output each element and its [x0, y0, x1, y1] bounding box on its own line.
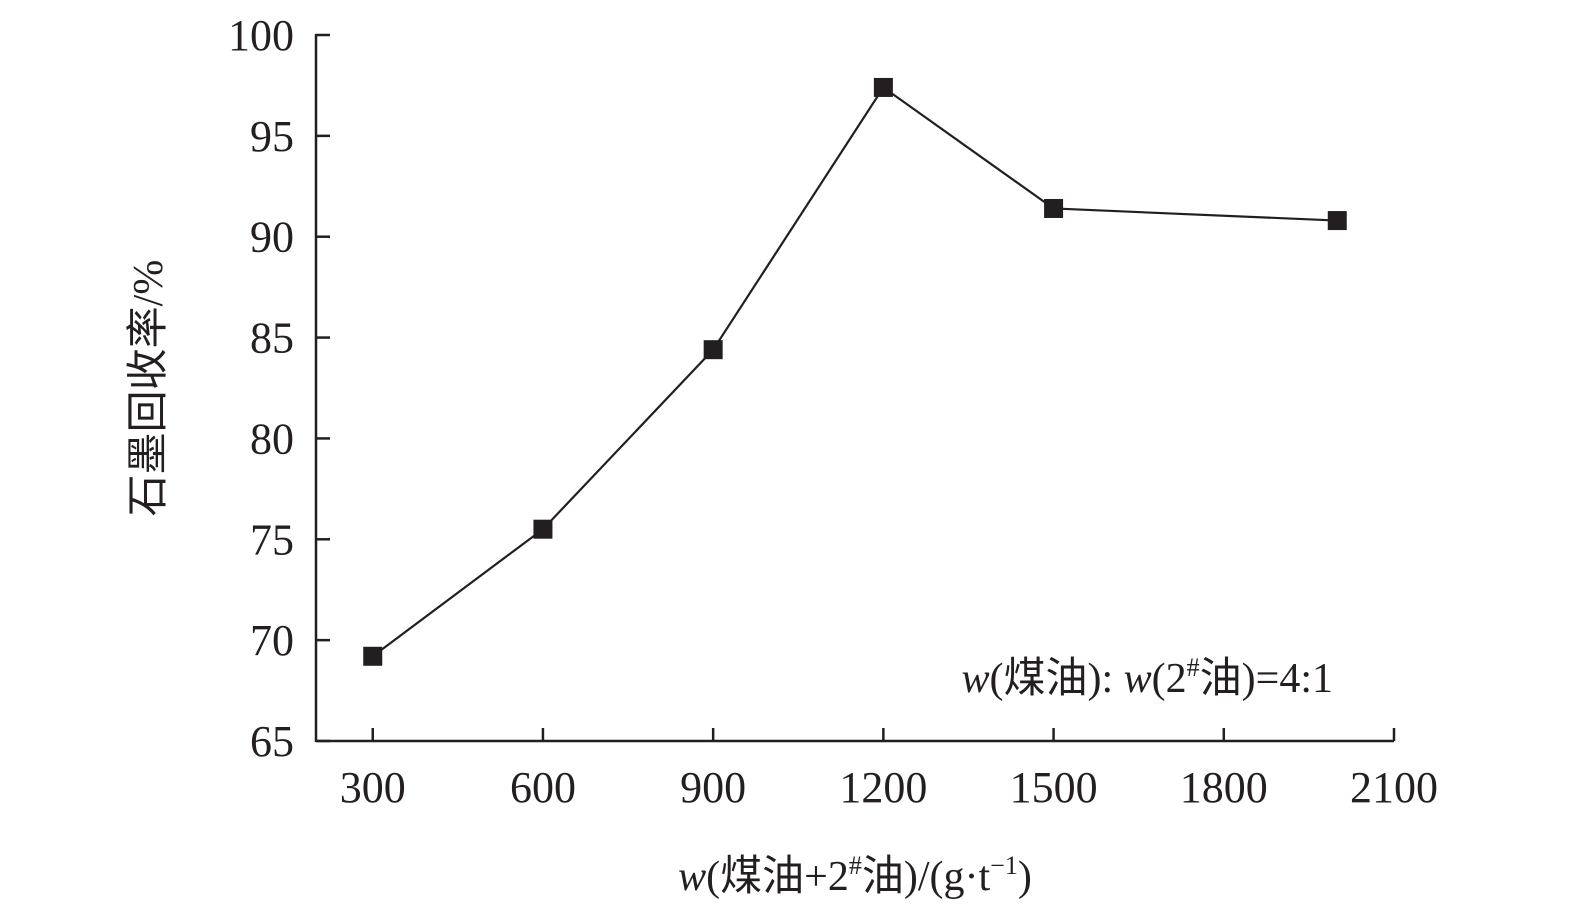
y-tick-label: 70 — [250, 616, 294, 665]
data-point — [363, 646, 383, 666]
annotation-part3: 油)=4:1 — [1200, 656, 1333, 702]
x-tick-label: 900 — [680, 763, 746, 812]
y-tick-label: 80 — [250, 414, 294, 463]
x-tick-label: 1500 — [1010, 763, 1098, 812]
y-tick-label: 90 — [250, 213, 294, 262]
y-tick-label: 65 — [250, 717, 294, 766]
series — [363, 77, 1347, 666]
x-axis-title-part2: 油)/(g·t — [862, 854, 991, 900]
x-axis-title-sup2: −1 — [990, 851, 1018, 880]
data-point — [533, 519, 553, 539]
data-point — [873, 77, 893, 97]
data-point — [1327, 211, 1347, 231]
x-axis-title: w(煤油+2#油)/(g·t−1) — [678, 851, 1032, 900]
x-tick-label: 1800 — [1180, 763, 1268, 812]
annotation-var1: w — [961, 656, 989, 702]
ticks: 65 70 75 80 85 90 95 100 300 600 900 1200 1500 1800 21… — [228, 11, 1438, 812]
x-tick-label: 1200 — [839, 763, 927, 812]
data-point — [703, 340, 723, 360]
annotation-sup: # — [1187, 653, 1200, 682]
x-tick-label: 600 — [510, 763, 576, 812]
x-axis-title-var: w — [678, 854, 706, 900]
x-tick-label: 2100 — [1350, 763, 1438, 812]
series-line — [372, 85, 1338, 658]
y-tick-label: 75 — [250, 515, 294, 564]
annotation-var2: w — [1124, 656, 1152, 702]
x-axis-title-sup: # — [849, 851, 862, 880]
annotation: w(煤油): w(2#油)=4:1 — [961, 653, 1333, 702]
data-point — [1044, 198, 1064, 218]
y-axis-title: 石墨回收率/% — [125, 260, 172, 517]
y-tick-label: 100 — [228, 11, 294, 60]
axes — [314, 34, 1394, 743]
y-tick-label: 85 — [250, 314, 294, 363]
x-axis-title-part1: (煤油+2 — [706, 854, 849, 900]
x-tick-label: 300 — [340, 763, 406, 812]
y-tick-label: 95 — [250, 112, 294, 161]
annotation-part1: (煤油): — [989, 656, 1123, 702]
x-axis-title-part3: ) — [1018, 854, 1032, 900]
annotation-part2: (2 — [1152, 656, 1187, 702]
